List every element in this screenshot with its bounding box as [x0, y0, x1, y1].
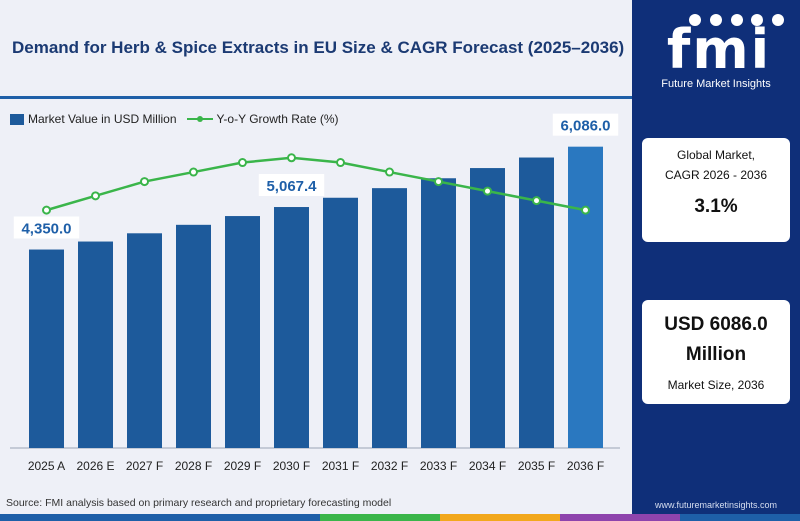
growth-point-6	[336, 158, 345, 168]
website-link[interactable]: www.futuremarketinsights.com	[654, 500, 778, 510]
chart-legend: Market Value in USD Million Y-o-Y Growth…	[10, 110, 339, 128]
bar-11	[568, 146, 603, 448]
bar-6	[323, 197, 358, 448]
x-tick-label: 2031 F	[322, 459, 359, 473]
growth-point-8	[434, 177, 443, 187]
market-size-value-line2: Million	[685, 344, 747, 365]
title-divider	[0, 96, 632, 99]
chart-plot: 2025 A 2026 E 2027 F 2028 F 2029 F 2030 F 2031…	[10, 113, 620, 473]
bar-7	[372, 188, 407, 448]
bar-10	[519, 157, 554, 448]
brand-color-strip	[0, 514, 800, 521]
growth-rate-line	[46, 156, 586, 212]
growth-point-4	[238, 158, 247, 168]
logo-dot-icon	[709, 14, 722, 26]
x-tick-label: 2026 E	[76, 459, 114, 473]
bar-3	[176, 224, 211, 448]
market-size-card: USD 6086.0 Million Market Size, 2036	[642, 300, 790, 404]
data-label-bg	[552, 113, 619, 136]
x-tick-label: 2030 F	[273, 459, 310, 473]
x-tick-label: 2032 F	[371, 459, 408, 473]
bar-1	[78, 241, 113, 448]
legend-line-label: Y-o-Y Growth Rate (%)	[216, 112, 339, 126]
data-label: 4,350.0	[21, 221, 71, 238]
growth-point-10	[532, 196, 541, 206]
logo-dot-icon	[751, 14, 764, 26]
x-tick-label: 2029 F	[224, 459, 261, 473]
x-tick-label: 2034 F	[469, 459, 506, 473]
bar-0	[29, 249, 64, 448]
logo-text: fmi	[666, 18, 772, 81]
x-tick-label: 2033 F	[420, 459, 457, 473]
x-tick-label: 2027 F	[126, 459, 163, 473]
x-tick-label: 2035 F	[518, 459, 555, 473]
logo-subtitle: Future Market Insights	[661, 78, 771, 90]
growth-point-0	[42, 205, 51, 215]
x-tick-label: 2025 A	[28, 459, 65, 473]
chart-title: Demand for Herb & Spice Extracts in EU S…	[12, 38, 625, 57]
bar-4	[225, 216, 260, 448]
logo-icons	[689, 14, 784, 28]
data-label-bg	[13, 216, 80, 239]
growth-point-3	[189, 167, 198, 177]
data-label: 5,067.4	[266, 178, 317, 195]
data-label: 6,086.0	[560, 118, 610, 135]
bar-5	[274, 207, 309, 448]
growth-point-5	[287, 153, 296, 163]
growth-point-2	[140, 177, 149, 187]
growth-point-7	[385, 167, 394, 177]
logo-dot-icon	[772, 14, 784, 26]
growth-point-9	[483, 186, 492, 196]
cagr-card: Global Market, CAGR 2026 - 2036 3.1%	[642, 138, 790, 242]
logo-dot-icon	[730, 14, 743, 26]
growth-point-1	[91, 191, 100, 201]
bar-2	[127, 233, 162, 448]
x-tick-label: 2036 F	[567, 459, 604, 473]
cagr-label-line2: CAGR 2026 - 2036	[664, 168, 768, 182]
cagr-label-line1: Global Market,	[676, 148, 756, 162]
source-note: Source: FMI analysis based on primary re…	[6, 497, 392, 509]
data-label-bg	[258, 174, 325, 197]
market-size-value-line1: USD 6086.0	[664, 314, 768, 335]
fmi-logo: fmi	[654, 10, 784, 90]
market-size-label: Market Size, 2036	[667, 378, 765, 392]
logo-dot-icon	[689, 14, 701, 26]
growth-point-11	[581, 205, 590, 215]
legend-bar-label: Market Value in USD Million	[28, 112, 177, 126]
bar-9	[470, 168, 505, 448]
x-tick-label: 2028 F	[175, 459, 212, 473]
info-panel: fmi Future Market Insights Global Market…	[632, 0, 800, 514]
legend-line-swatch	[186, 116, 213, 122]
legend-bar-swatch	[10, 113, 24, 125]
bar-8	[421, 178, 456, 448]
cagr-value: 3.1%	[694, 196, 738, 217]
